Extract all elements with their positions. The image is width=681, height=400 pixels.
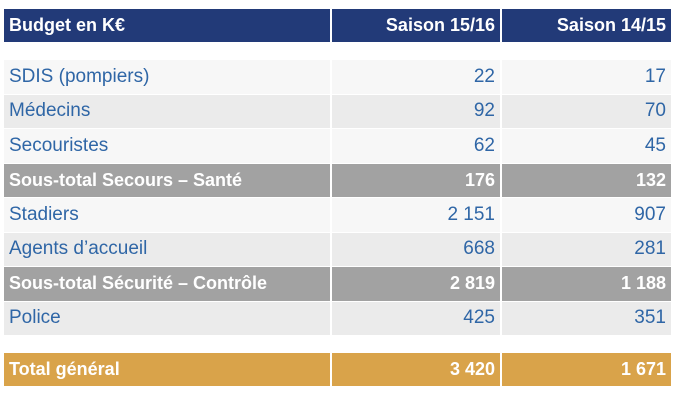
row-label: Police [9,307,61,329]
row-label: Médecins [9,100,91,122]
row-value-14-15: 351 [500,301,671,335]
table-row: Stadiers 2 151 907 [4,198,671,233]
row-label: Agents d’accueil [9,238,148,260]
total-label: Total général [9,359,120,379]
row-label: Secouristes [9,134,109,156]
row-value-14-15: 281 [500,232,671,266]
row-value-14-15: 907 [500,198,671,232]
table-row: Police 425 351 [4,301,671,336]
budget-table: Budget en K€ Saison 15/16 Saison 14/15 S… [4,9,671,387]
row-value-15-16: 2 151 [330,198,500,232]
row-value-14-15: 45 [500,129,671,163]
row-value-15-16: 176 [330,163,500,197]
table-row: Secouristes 62 45 [4,129,671,164]
row-value-14-15: 132 [500,163,671,197]
row-value-15-16: 92 [330,94,500,128]
table-header: Budget en K€ Saison 15/16 Saison 14/15 [4,9,671,43]
subtotal-row: Sous-total Secours – Santé 176 132 [4,163,671,198]
row-value-15-16: 2 819 [330,267,500,301]
total-value-15-16: 3 420 [330,353,500,386]
header-col-saison-15-16: Saison 15/16 [330,9,500,42]
table-spacer [4,43,671,60]
row-label: Sous-total Secours – Santé [9,169,243,190]
row-value-15-16: 62 [330,129,500,163]
row-value-14-15: 17 [500,60,671,94]
row-label: SDIS (pompiers) [9,65,150,87]
header-col-saison-14-15: Saison 14/15 [500,9,671,42]
total-row: Total général 3 420 1 671 [4,353,671,387]
row-label: Stadiers [9,203,79,225]
row-value-15-16: 22 [330,60,500,94]
row-value-14-15: 70 [500,94,671,128]
row-value-15-16: 425 [330,301,500,335]
row-value-15-16: 668 [330,232,500,266]
row-label: Sous-total Sécurité – Contrôle [9,273,268,294]
header-label: Budget en K€ [9,15,126,35]
table-row: Agents d’accueil 668 281 [4,232,671,267]
subtotal-row: Sous-total Sécurité – Contrôle 2 819 1 1… [4,267,671,302]
table-gap [4,336,671,353]
total-value-14-15: 1 671 [500,353,671,386]
table-row: SDIS (pompiers) 22 17 [4,60,671,95]
row-value-14-15: 1 188 [500,267,671,301]
table-row: Médecins 92 70 [4,94,671,129]
